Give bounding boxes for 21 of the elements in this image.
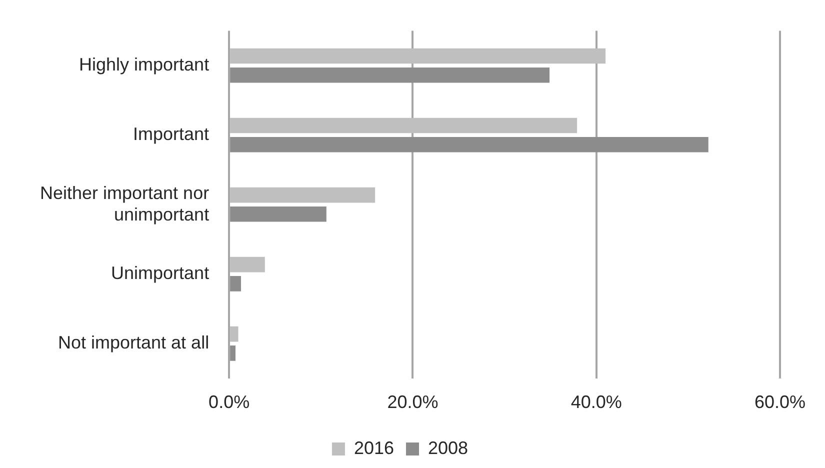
bar xyxy=(230,276,242,292)
bar xyxy=(230,346,236,361)
bar xyxy=(230,136,708,152)
bar xyxy=(230,206,326,222)
y-tick-label: Not important at all xyxy=(58,332,210,353)
x-tick-label: 0.0% xyxy=(208,392,250,412)
x-tick-label: 40.0% xyxy=(570,392,622,412)
bar xyxy=(230,326,238,342)
y-tick-label: Neither important nor unimportant xyxy=(40,182,210,224)
bar xyxy=(230,187,376,203)
y-tick-label: Highly important xyxy=(79,54,210,75)
y-tick-label: Important xyxy=(133,124,210,144)
legend-label: 2008 xyxy=(428,438,468,458)
x-tick-label: 20.0% xyxy=(387,392,438,412)
x-tick-label: 60.0% xyxy=(754,392,806,412)
y-tick-label: Unimportant xyxy=(111,263,210,284)
bar xyxy=(230,118,578,134)
bar xyxy=(230,48,606,64)
legend-label: 2016 xyxy=(354,438,394,458)
bar xyxy=(230,67,550,83)
bar xyxy=(230,256,265,272)
